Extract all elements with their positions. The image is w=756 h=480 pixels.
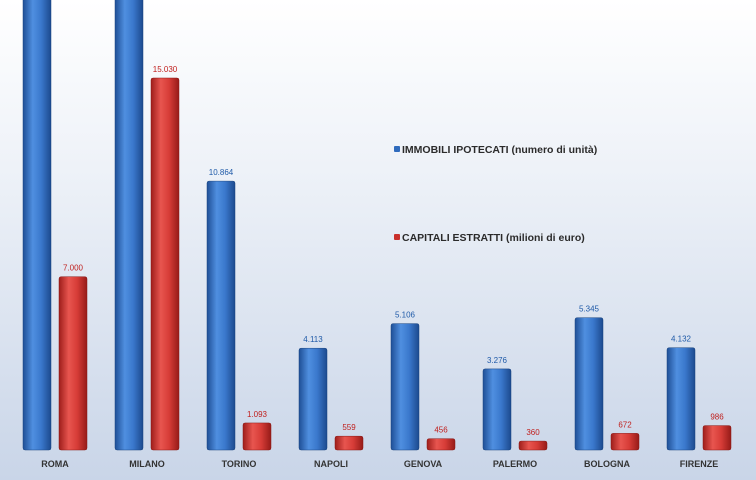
bar-immobili-torino — [206, 180, 236, 451]
bar-immobili-firenze — [666, 347, 696, 451]
data-label-capitali-napoli: 559 — [342, 423, 356, 432]
bar-capitali-genova — [426, 438, 456, 451]
bar-immobili-milano — [114, 0, 144, 451]
data-label-capitali-palermo: 360 — [526, 428, 540, 437]
data-label-immobili-bologna: 5.345 — [579, 305, 600, 314]
category-label-bologna: BOLOGNA — [584, 459, 630, 469]
legend-swatch-immobili — [394, 146, 400, 152]
bars-layer — [22, 0, 732, 451]
bar-capitali-napoli — [334, 435, 364, 451]
data-label-capitali-torino: 1.093 — [247, 410, 268, 419]
data-label-capitali-firenze: 986 — [710, 413, 724, 422]
data-label-immobili-firenze: 4.132 — [671, 335, 692, 344]
legend-item-immobili: IMMOBILI IPOTECATI (numero di unità) — [394, 144, 597, 156]
bar-capitali-roma — [58, 276, 88, 451]
data-label-capitali-milano: 15.030 — [153, 65, 178, 74]
bar-capitali-palermo — [518, 440, 548, 451]
bar-capitali-firenze — [702, 425, 732, 451]
legend-label-capitali: CAPITALI ESTRATTI (milioni di euro) — [402, 232, 585, 244]
bar-immobili-roma — [22, 0, 52, 451]
category-label-palermo: PALERMO — [493, 459, 537, 469]
labels-layer: 35.6307.000ROMA26.16815.030MILANO10.8641… — [41, 65, 724, 469]
category-label-genova: GENOVA — [404, 459, 443, 469]
bar-capitali-milano — [150, 77, 180, 451]
data-label-capitali-genova: 456 — [434, 426, 448, 435]
bar-immobili-genova — [390, 323, 420, 451]
data-label-immobili-torino: 10.864 — [209, 168, 234, 177]
data-label-immobili-napoli: 4.113 — [303, 335, 323, 344]
category-label-firenze: FIRENZE — [680, 459, 719, 469]
data-label-capitali-roma: 7.000 — [63, 264, 84, 273]
bar-capitali-bologna — [610, 433, 640, 451]
category-label-napoli: NAPOLI — [314, 459, 348, 469]
data-label-immobili-palermo: 3.276 — [487, 356, 508, 365]
category-label-torino: TORINO — [222, 459, 257, 469]
category-label-roma: ROMA — [41, 459, 69, 469]
legend-item-capitali: CAPITALI ESTRATTI (milioni di euro) — [394, 232, 585, 244]
legend-swatch-capitali — [394, 234, 400, 240]
bar-immobili-napoli — [298, 347, 328, 451]
bar-immobili-bologna — [574, 317, 604, 451]
bar-immobili-palermo — [482, 368, 512, 451]
bar-capitali-torino — [242, 422, 272, 451]
category-label-milano: MILANO — [129, 459, 165, 469]
legend: IMMOBILI IPOTECATI (numero di unità) CAP… — [394, 144, 597, 244]
legend-label-immobili: IMMOBILI IPOTECATI (numero di unità) — [402, 144, 597, 156]
data-label-capitali-bologna: 672 — [618, 420, 632, 429]
data-label-immobili-genova: 5.106 — [395, 311, 416, 320]
